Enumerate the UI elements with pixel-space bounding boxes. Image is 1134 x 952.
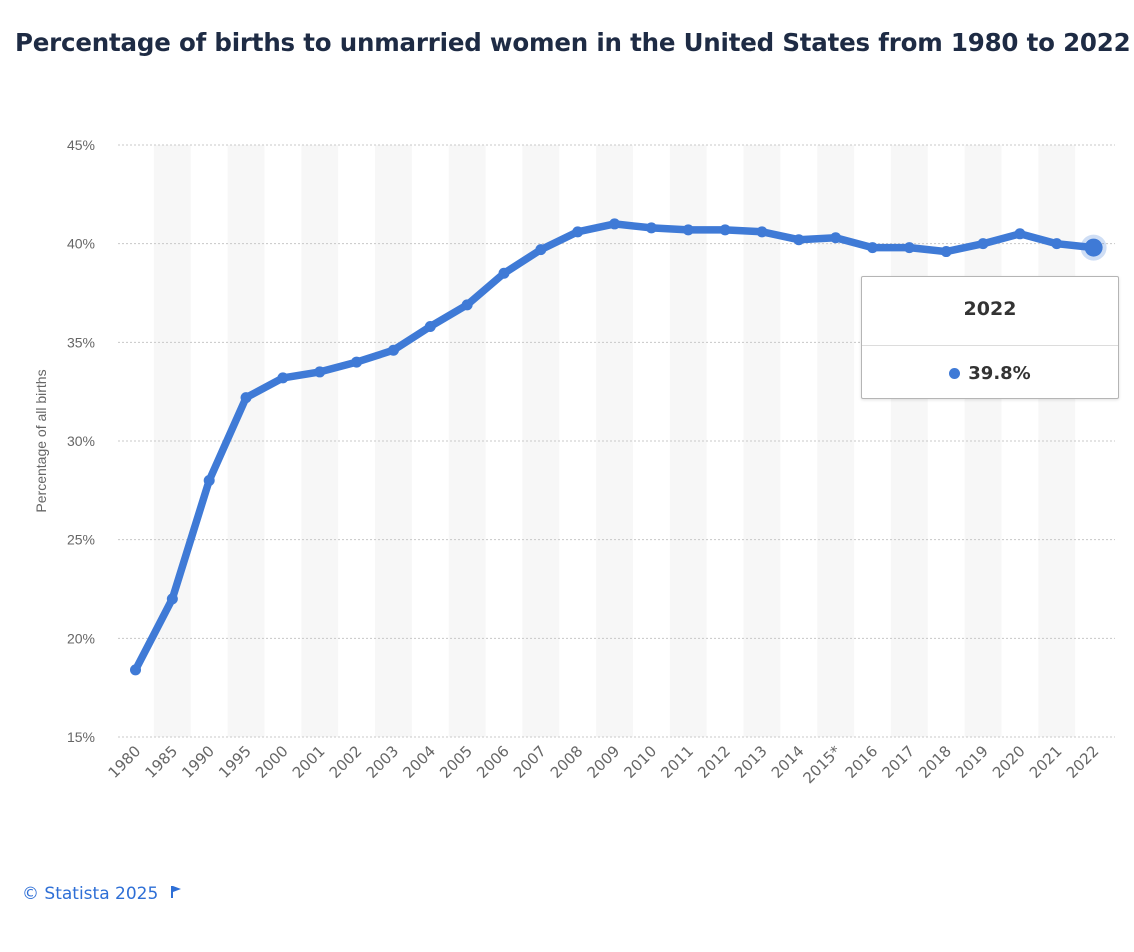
tooltip-year: 2022 [862, 277, 1118, 346]
x-tick-label: 2010 [620, 742, 660, 782]
x-tick-label: 2019 [952, 742, 992, 782]
data-point[interactable] [1051, 238, 1063, 250]
statista-credit-link[interactable]: © Statista 2025 [22, 884, 159, 904]
data-points [130, 218, 1107, 676]
x-tick-label: 2004 [399, 742, 439, 782]
band-1985 [153, 145, 191, 737]
x-tick-label: 2007 [510, 742, 550, 782]
x-tick-label: 2012 [694, 742, 734, 782]
band-2003 [375, 145, 412, 737]
x-tick-label: 2017 [878, 742, 918, 782]
data-point[interactable] [903, 242, 915, 254]
x-tick-label: 1990 [178, 742, 218, 782]
y-tick-label: 35% [67, 334, 95, 350]
x-tick-label: 2006 [473, 742, 513, 782]
x-tick-label: 2000 [252, 742, 292, 782]
data-point[interactable] [314, 366, 326, 378]
chart-title: Percentage of births to unmarried women … [15, 28, 1131, 57]
flag-icon[interactable] [170, 884, 182, 904]
y-tick-label: 15% [67, 729, 95, 745]
data-point[interactable] [277, 372, 289, 384]
x-tick-label: 2021 [1026, 742, 1066, 782]
x-tick-label: 2008 [547, 742, 587, 782]
data-point[interactable] [130, 664, 141, 676]
data-point[interactable] [645, 222, 657, 234]
footer: © Statista 2025 [22, 884, 182, 904]
tooltip: 2022 39.8% [861, 276, 1119, 399]
y-tick-label: 40% [67, 236, 95, 252]
data-point[interactable] [203, 474, 215, 486]
x-tick-label: 2013 [731, 742, 771, 782]
y-tick-label: 30% [67, 433, 95, 449]
x-tick-label: 2018 [915, 742, 955, 782]
data-point[interactable] [756, 226, 768, 238]
data-point[interactable] [830, 232, 842, 244]
y-axis-ticks: 15% 20% 25% 30% 35% 40% 45% [67, 137, 95, 745]
y-tick-label: 25% [67, 532, 95, 548]
y-tick-label: 20% [67, 630, 95, 646]
tooltip-value-row: 39.8% [862, 346, 1118, 400]
data-point[interactable] [387, 344, 399, 356]
x-tick-label: 2005 [436, 742, 476, 782]
data-point[interactable] [424, 321, 436, 333]
data-point[interactable] [867, 242, 878, 254]
data-point[interactable] [461, 299, 473, 311]
data-point[interactable] [940, 246, 952, 258]
x-tick-label: 2020 [989, 742, 1029, 782]
data-point[interactable] [609, 218, 621, 230]
data-point[interactable] [240, 392, 252, 404]
x-tick-label: 1995 [215, 742, 255, 782]
y-axis-label: Percentage of all births [33, 369, 49, 512]
tooltip-value: 39.8% [968, 362, 1031, 384]
data-point[interactable] [572, 226, 584, 238]
x-tick-label: 2001 [289, 742, 329, 782]
data-point[interactable] [351, 356, 363, 368]
data-point[interactable] [1014, 228, 1026, 240]
x-tick-label: 2009 [584, 742, 624, 782]
x-axis-ticks: 1980198519901995200020012002200320042005… [105, 742, 1103, 787]
x-tick-label: 1980 [105, 742, 145, 782]
data-point[interactable] [793, 234, 805, 246]
x-tick-label: 2015* [799, 742, 844, 787]
data-point[interactable] [166, 593, 178, 605]
x-tick-label: 2016 [842, 742, 882, 782]
x-tick-label: 2003 [363, 742, 403, 782]
series-marker-icon [949, 367, 961, 379]
x-tick-label: 1985 [141, 742, 181, 782]
x-tick-label: 2011 [657, 742, 697, 782]
data-point-highlighted[interactable] [1084, 238, 1103, 257]
data-point[interactable] [977, 238, 989, 250]
data-point[interactable] [682, 224, 694, 236]
y-tick-label: 45% [67, 137, 95, 153]
x-tick-label: 2002 [326, 742, 366, 782]
data-point[interactable] [535, 244, 547, 256]
data-point[interactable] [719, 224, 731, 236]
x-tick-label: 2022 [1063, 742, 1103, 782]
data-point[interactable] [498, 267, 510, 279]
